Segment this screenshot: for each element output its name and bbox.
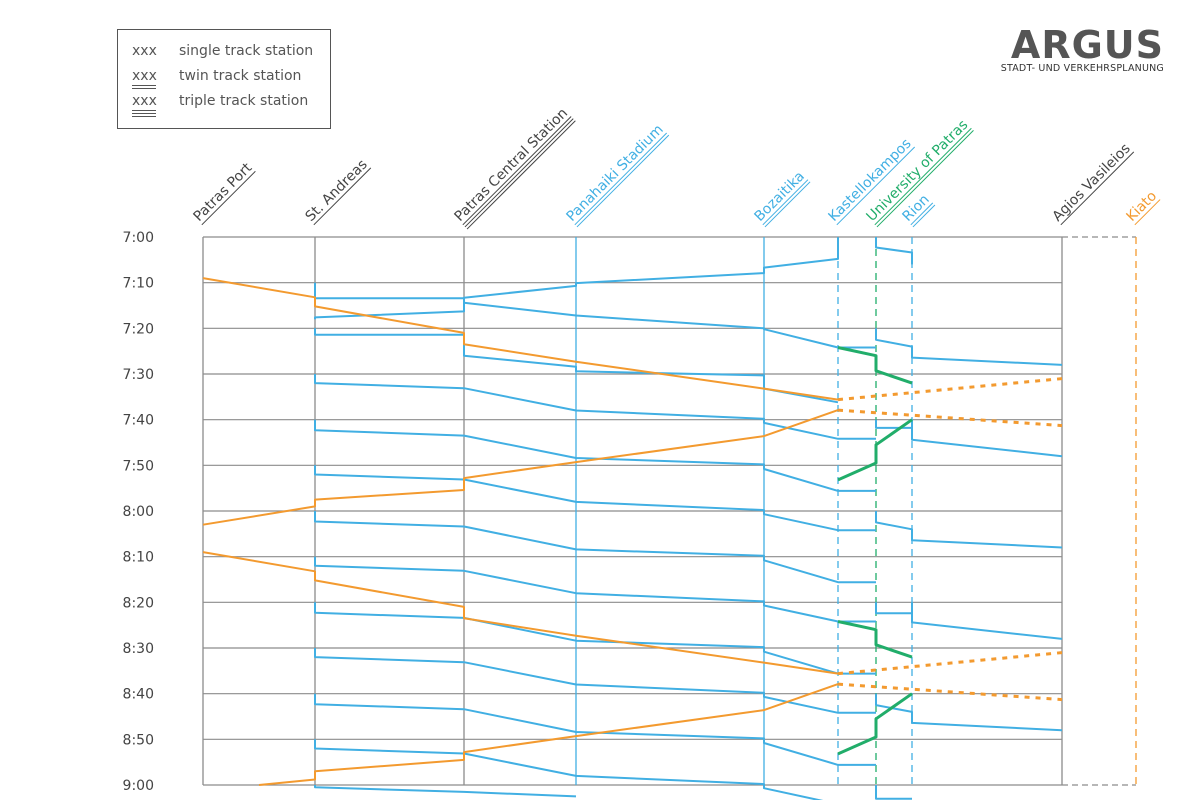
legend-box: xxx single track station xxx twin track … <box>117 29 331 129</box>
station-label-underline <box>464 118 574 228</box>
station-label-group: Kiato <box>1124 188 1161 226</box>
logo-subtitle: STADT- UND VERKEHRSPLANUNG <box>1000 63 1164 74</box>
station-label-underline <box>313 167 372 226</box>
train-path-blue <box>314 237 839 320</box>
train-path-blue <box>875 602 912 615</box>
train-path-orange <box>258 683 839 786</box>
y-tick-label: 9:00 <box>123 778 154 794</box>
train-path-green <box>837 418 913 482</box>
train-path-blue <box>875 237 913 265</box>
underline-2 <box>132 113 156 114</box>
station-label: Panahaiki Stadium <box>564 122 667 225</box>
station-label-underline <box>836 146 916 226</box>
train-path-orange <box>202 277 839 401</box>
station-label: Patras Port <box>191 160 256 225</box>
train-path-blue <box>314 419 876 492</box>
y-tick-label: 8:10 <box>123 550 154 566</box>
y-tick-label: 7:30 <box>123 367 154 383</box>
train-path-green <box>837 692 913 756</box>
station-label: St. Andreas <box>303 157 371 225</box>
triple-track-symbol: xxx <box>132 93 160 117</box>
train-path-green <box>837 346 913 385</box>
train-path-blue <box>314 511 876 584</box>
y-tick-label: 8:20 <box>123 595 154 611</box>
train-path-orange <box>837 651 1063 676</box>
station-label-group: St. Andreas <box>303 157 372 226</box>
train-path-blue <box>314 374 876 440</box>
y-tick-label: 7:40 <box>123 413 154 429</box>
train-path-orange <box>202 551 839 675</box>
y-tick-label: 7:20 <box>123 321 154 337</box>
train-path-blue <box>314 282 876 349</box>
station-label-underline <box>574 132 668 226</box>
underline-2 <box>132 88 156 89</box>
underline-3 <box>132 116 156 117</box>
train-path-blue <box>314 785 577 798</box>
station-label-underline <box>576 134 670 228</box>
station-label-group: Patras Central Station <box>452 105 576 230</box>
station-label-underline <box>1134 199 1161 226</box>
legend-label-triple: triple track station <box>179 93 309 109</box>
station-label-underline <box>764 181 811 228</box>
station-label-underline <box>762 179 809 226</box>
station-label-group: Panahaiki Stadium <box>564 122 670 228</box>
y-tick-label: 8:30 <box>123 641 154 657</box>
station-label: Agios Vasileios <box>1050 141 1134 225</box>
station-label-underline <box>912 204 936 228</box>
train-path-orange <box>837 377 1063 402</box>
station-label-underline <box>466 120 576 230</box>
station-label-group: Agios Vasileios <box>1050 141 1135 226</box>
station-label-group: Rion <box>900 192 936 228</box>
y-tick-label: 8:40 <box>123 687 154 703</box>
station-label-underline <box>1060 151 1135 226</box>
train-path-blue <box>911 419 1063 458</box>
station-label: Patras Central Station <box>452 105 572 225</box>
train-path-blue <box>875 328 1063 366</box>
train-path-blue <box>911 602 1063 640</box>
train-path-orange <box>202 409 839 526</box>
train-path-blue <box>314 602 876 675</box>
y-tick-label: 7:00 <box>123 230 154 246</box>
station-label: Kiato <box>1124 188 1161 225</box>
station-label-underline <box>462 116 572 226</box>
legend-label-twin: twin track station <box>179 68 302 84</box>
underline-1 <box>132 85 156 86</box>
train-path-blue <box>875 693 1063 732</box>
argus-logo: ARGUS STADT- UND VERKEHRSPLANUNG <box>988 26 1178 78</box>
train-path-orange <box>837 682 1063 702</box>
logo-wordmark: ARGUS <box>1010 23 1164 67</box>
station-label-group: Bozaitika <box>752 168 811 228</box>
station-label-underline <box>910 202 934 226</box>
legend-label-single: single track station <box>179 43 314 59</box>
station-label-group: Patras Port <box>191 160 256 226</box>
station-label-underline <box>874 127 972 226</box>
y-tick-label: 7:10 <box>123 276 154 292</box>
train-path-blue <box>875 511 1063 549</box>
train-path-blue <box>314 693 876 766</box>
station-label-underline <box>201 170 256 226</box>
underline-1 <box>132 110 156 111</box>
train-path-blue <box>314 648 876 714</box>
train-path-orange <box>837 408 1063 428</box>
train-path-blue <box>314 328 839 404</box>
single-track-symbol: xxx <box>132 43 157 59</box>
train-path-green <box>837 620 913 659</box>
train-path-blue <box>314 465 876 532</box>
y-tick-label: 8:00 <box>123 504 154 520</box>
station-label: Bozaitika <box>752 168 808 224</box>
twin-track-symbol: xxx <box>132 68 160 89</box>
y-tick-label: 7:50 <box>123 458 154 474</box>
y-tick-label: 8:50 <box>123 732 154 748</box>
train-path-blue <box>314 739 824 800</box>
train-path-blue <box>314 556 876 623</box>
train-path-blue <box>875 785 912 800</box>
station-label-underline <box>876 130 974 228</box>
